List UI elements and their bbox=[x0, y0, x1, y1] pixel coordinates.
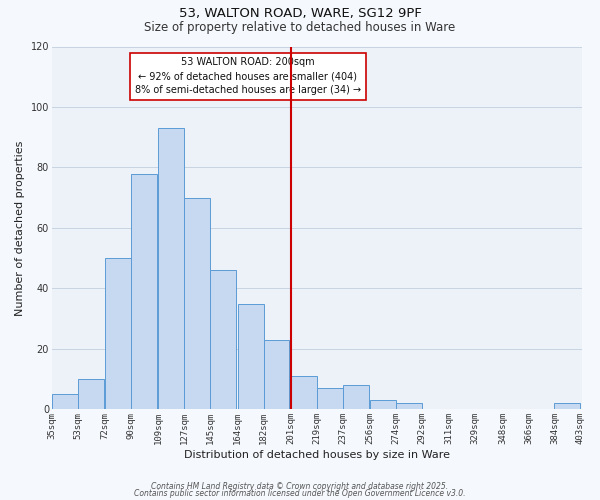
Text: Contains HM Land Registry data © Crown copyright and database right 2025.: Contains HM Land Registry data © Crown c… bbox=[151, 482, 449, 491]
Text: Contains public sector information licensed under the Open Government Licence v3: Contains public sector information licen… bbox=[134, 489, 466, 498]
Bar bbox=[317, 388, 343, 409]
Bar bbox=[52, 394, 78, 409]
Bar bbox=[554, 404, 580, 409]
Bar bbox=[343, 385, 368, 409]
Bar bbox=[291, 376, 317, 410]
Bar bbox=[210, 270, 236, 409]
Bar bbox=[370, 400, 396, 409]
Bar bbox=[78, 379, 104, 410]
Bar bbox=[131, 174, 157, 410]
Text: Size of property relative to detached houses in Ware: Size of property relative to detached ho… bbox=[145, 21, 455, 34]
Bar bbox=[263, 340, 289, 409]
Y-axis label: Number of detached properties: Number of detached properties bbox=[15, 140, 25, 316]
Text: 53, WALTON ROAD, WARE, SG12 9PF: 53, WALTON ROAD, WARE, SG12 9PF bbox=[179, 8, 421, 20]
X-axis label: Distribution of detached houses by size in Ware: Distribution of detached houses by size … bbox=[184, 450, 450, 460]
Bar bbox=[396, 404, 422, 409]
Text: 53 WALTON ROAD: 200sqm
← 92% of detached houses are smaller (404)
8% of semi-det: 53 WALTON ROAD: 200sqm ← 92% of detached… bbox=[135, 58, 361, 96]
Bar bbox=[238, 304, 263, 410]
Bar bbox=[158, 128, 184, 410]
Bar bbox=[105, 258, 131, 410]
Bar bbox=[184, 198, 210, 410]
